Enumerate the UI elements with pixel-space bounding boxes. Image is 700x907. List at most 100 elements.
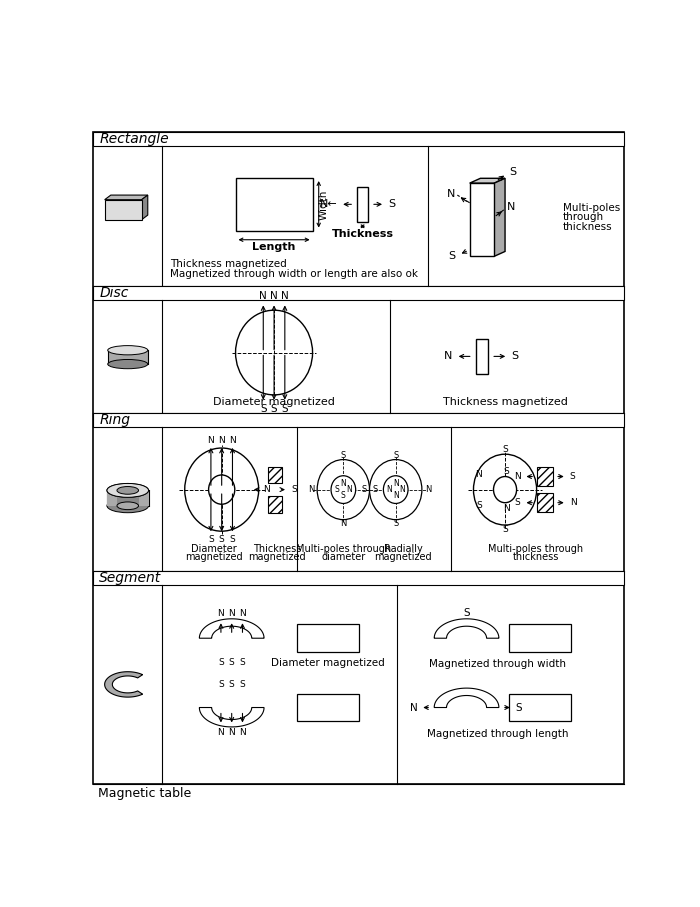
Text: S: S <box>219 535 225 544</box>
Polygon shape <box>434 688 499 707</box>
Bar <box>107 491 148 506</box>
Bar <box>93 571 624 585</box>
Text: Segment: Segment <box>99 571 162 585</box>
Text: N: N <box>340 479 346 488</box>
Text: Magnetized through width: Magnetized through width <box>429 659 566 669</box>
Polygon shape <box>470 179 505 183</box>
Text: through: through <box>563 212 604 222</box>
Ellipse shape <box>117 486 139 494</box>
Text: N: N <box>393 479 398 488</box>
Text: Thickness: Thickness <box>253 544 301 554</box>
Text: S: S <box>341 451 346 460</box>
Text: S: S <box>271 404 277 414</box>
Text: S: S <box>570 472 575 481</box>
Text: N: N <box>410 703 417 713</box>
Text: Multi-poles: Multi-poles <box>563 203 620 213</box>
Text: S: S <box>509 168 516 178</box>
Bar <box>538 467 553 486</box>
Polygon shape <box>105 672 143 697</box>
Text: Length: Length <box>253 242 295 252</box>
Bar <box>509 624 570 652</box>
Text: Diameter: Diameter <box>191 544 237 554</box>
Text: Rectangle: Rectangle <box>99 132 169 146</box>
Text: N: N <box>228 609 235 618</box>
Ellipse shape <box>473 454 537 525</box>
Text: N: N <box>508 202 516 212</box>
Text: N: N <box>514 472 521 481</box>
Text: Width: Width <box>318 190 328 219</box>
Polygon shape <box>105 195 148 200</box>
Text: S: S <box>218 679 224 688</box>
Ellipse shape <box>107 483 148 497</box>
Text: N: N <box>399 485 405 494</box>
Bar <box>509 694 570 721</box>
Ellipse shape <box>317 460 370 520</box>
Text: N: N <box>239 609 246 618</box>
Text: S: S <box>229 658 234 667</box>
Bar <box>268 466 281 483</box>
Text: diameter: diameter <box>321 552 365 562</box>
Ellipse shape <box>108 346 148 355</box>
Text: S: S <box>393 519 398 528</box>
Text: S: S <box>239 679 246 688</box>
Text: S: S <box>393 451 398 460</box>
Text: S: S <box>239 658 246 667</box>
Bar <box>538 493 553 512</box>
Text: S: S <box>463 609 470 619</box>
Text: Magnetic table: Magnetic table <box>99 787 192 800</box>
Polygon shape <box>199 707 264 727</box>
Ellipse shape <box>108 359 148 369</box>
Text: S: S <box>516 703 522 713</box>
Bar <box>108 350 148 364</box>
Bar <box>476 338 488 374</box>
Text: S: S <box>361 485 367 494</box>
Ellipse shape <box>185 448 258 532</box>
Ellipse shape <box>384 476 408 503</box>
Text: S: S <box>504 466 510 475</box>
Text: S: S <box>514 498 521 507</box>
Bar <box>93 286 624 300</box>
Text: S: S <box>388 200 395 210</box>
Text: N: N <box>447 189 455 199</box>
Text: S: S <box>341 492 346 501</box>
Ellipse shape <box>107 499 148 512</box>
Bar <box>117 491 139 506</box>
Text: N: N <box>444 351 453 361</box>
Text: S: S <box>449 250 456 260</box>
Ellipse shape <box>235 310 312 395</box>
Bar <box>268 496 281 512</box>
Bar <box>297 624 358 652</box>
Polygon shape <box>434 619 499 639</box>
Text: N: N <box>386 485 393 494</box>
Text: S: S <box>502 445 508 454</box>
Text: N: N <box>475 470 482 479</box>
Ellipse shape <box>209 475 235 504</box>
Text: Disc: Disc <box>99 286 129 300</box>
Text: magnetized: magnetized <box>186 552 243 562</box>
Text: S: S <box>218 658 224 667</box>
Text: Multi-poles through: Multi-poles through <box>296 544 391 554</box>
Text: N: N <box>218 727 224 736</box>
Text: Diameter magnetized: Diameter magnetized <box>213 397 335 407</box>
Bar <box>357 187 368 221</box>
Ellipse shape <box>117 502 139 510</box>
Text: N: N <box>346 485 352 494</box>
Text: N: N <box>207 436 214 444</box>
Text: Radially: Radially <box>384 544 423 554</box>
Text: N: N <box>425 485 431 494</box>
Text: N: N <box>260 291 267 301</box>
Ellipse shape <box>331 476 356 503</box>
Text: S: S <box>502 525 508 534</box>
Text: N: N <box>229 436 236 444</box>
Text: N: N <box>503 503 510 512</box>
Text: N: N <box>228 727 235 736</box>
Text: N: N <box>570 498 577 507</box>
Bar <box>93 413 624 427</box>
Text: N: N <box>218 436 225 444</box>
Ellipse shape <box>494 476 517 502</box>
Text: S: S <box>260 404 267 414</box>
Text: S: S <box>476 501 482 510</box>
Polygon shape <box>141 195 148 219</box>
Text: N: N <box>340 519 346 528</box>
Ellipse shape <box>370 460 422 520</box>
